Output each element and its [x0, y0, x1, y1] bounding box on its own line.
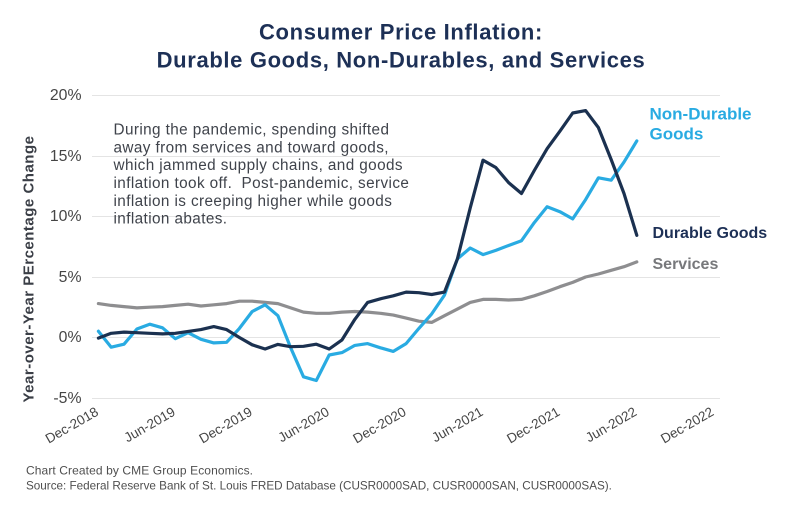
svg-text:Non-Durable: Non-Durable — [650, 105, 752, 124]
svg-text:15%: 15% — [50, 148, 82, 165]
svg-text:Services: Services — [653, 256, 719, 273]
svg-text:10%: 10% — [50, 208, 82, 225]
svg-text:20%: 20% — [50, 87, 82, 104]
svg-text:Year-over-Year PErcentage Chan: Year-over-Year PErcentage Change — [21, 136, 38, 403]
svg-text:0%: 0% — [59, 329, 82, 346]
svg-text:away from services and toward: away from services and toward goods, — [114, 139, 389, 156]
svg-text:Consumer Price Inflation:: Consumer Price Inflation: — [259, 20, 543, 45]
svg-text:Chart Created by CME Group Eco: Chart Created by CME Group Economics. — [26, 464, 253, 478]
svg-text:inflation is creeping higher w: inflation is creeping higher while goods — [114, 193, 393, 210]
svg-text:Source: Federal Reserve Bank o: Source: Federal Reserve Bank of St. Loui… — [26, 479, 612, 492]
svg-text:Durable Goods, Non-Durables, a: Durable Goods, Non-Durables, and Service… — [157, 48, 646, 73]
svg-text:Durable Goods: Durable Goods — [653, 225, 768, 242]
svg-text:During the pandemic, spending: During the pandemic, spending shifted — [114, 122, 390, 139]
svg-text:Goods: Goods — [650, 125, 704, 144]
svg-text:inflation took off. Post-pand: inflation took off. Post-pandemic, servi… — [114, 175, 410, 192]
svg-text:5%: 5% — [59, 269, 82, 286]
svg-text:-5%: -5% — [53, 390, 81, 407]
svg-text:inflation abates.: inflation abates. — [114, 211, 228, 228]
svg-text:which jammed supply chains, an: which jammed supply chains, and goods — [113, 157, 403, 174]
